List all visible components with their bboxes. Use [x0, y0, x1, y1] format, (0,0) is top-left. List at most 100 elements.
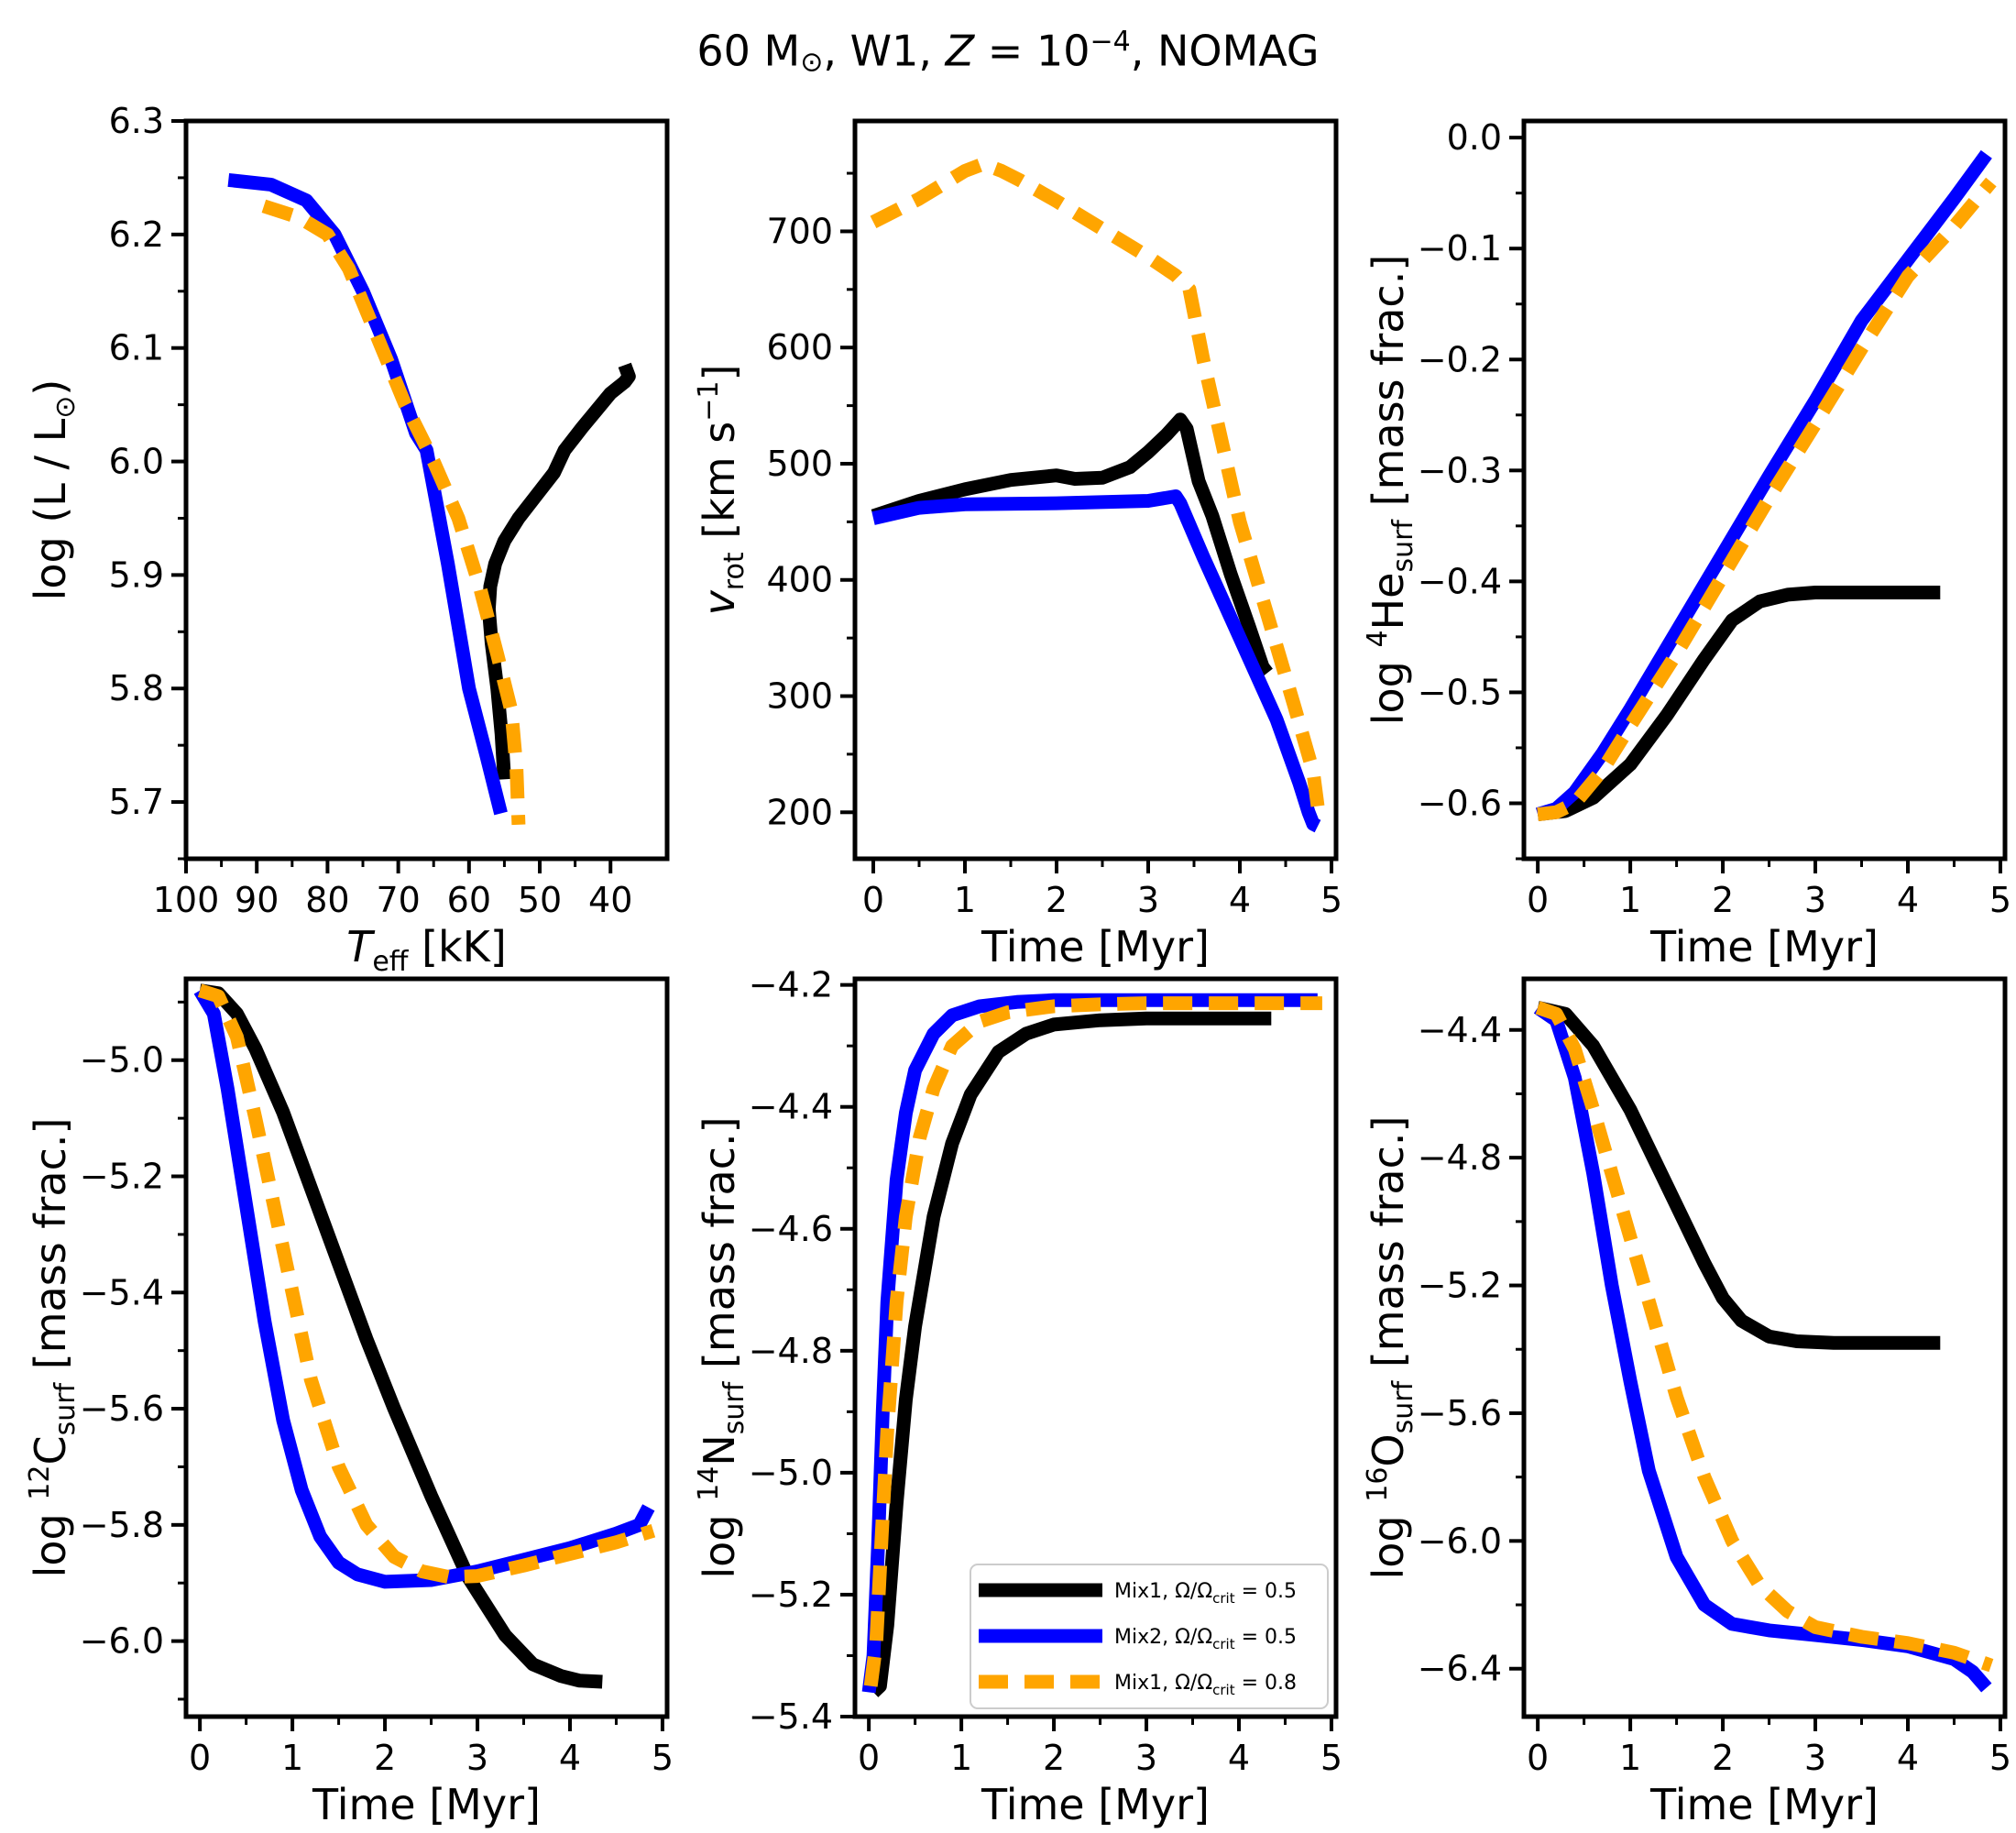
- plot-frame: [1521, 976, 2008, 1719]
- panel-vrot: 0 1 2 3 4 5 200 300 400 500 600 700 Time [Myr] vrot […: [693, 118, 1342, 971]
- y-axis-label: log 16Osurf [mass frac.]: [1362, 1116, 1419, 1580]
- y-tick-label: 700: [766, 211, 833, 251]
- y-tick-label: 6.2: [109, 214, 164, 255]
- y-axis-label: vrot [km s−1]: [693, 365, 751, 616]
- series-mix2_05-hrd: [227, 172, 508, 816]
- y-tick-label: −5.4: [80, 1272, 164, 1312]
- y-tick-label: −6.0: [80, 1621, 164, 1662]
- panel-he4: 0 1 2 3 4 5 −0.6 −0.5 −0.4 −0.3 −0.2 −0.1 0.0 Time [M…: [1362, 117, 2011, 971]
- panel-c12: 0 1 2 3 4 5 −6.0 −5.8 −5.6 −5.4 −5.2 −5.0 Time [Myr]…: [24, 976, 674, 1829]
- y-tick-label: 6.1: [109, 328, 164, 368]
- x-tick-label: 5: [1320, 880, 1342, 920]
- y-tick-label: −5.8: [80, 1505, 164, 1545]
- x-tick-label: 2: [1046, 880, 1068, 920]
- y-tick-label: −5.2: [1418, 1266, 1502, 1306]
- series-mix1_08-vrot: [870, 157, 1329, 818]
- y-tick-label: 400: [766, 560, 833, 600]
- x-tick-label: 50: [518, 880, 562, 920]
- y-tick-label: −4.2: [749, 965, 833, 1005]
- panel-n14: 0 1 2 3 4 5 −5.4 −5.2 −5.0 −4.8 −4.6 −4.4 −4.2 Time […: [693, 965, 1342, 1829]
- x-axis-label: Time [Myr]: [981, 1780, 1210, 1829]
- series-mix1_05-vrot: [871, 412, 1273, 677]
- x-axis-label: Time [Myr]: [312, 1780, 541, 1829]
- x-tick-label: 3: [1804, 880, 1826, 920]
- x-tick-label: 3: [466, 1738, 488, 1778]
- y-tick-label: −4.4: [749, 1087, 833, 1127]
- x-axis-label: Time [Myr]: [1649, 1780, 1879, 1829]
- x-tick-label: 5: [1320, 1738, 1342, 1778]
- x-tick-label: 5: [1989, 1738, 2011, 1778]
- y-tick-label: −4.8: [1418, 1137, 1502, 1178]
- legend-label-mix1_08: Mix1, Ω/Ωcrit = 0.8: [1114, 1672, 1297, 1698]
- series-mix1_08-c12: [197, 983, 656, 1585]
- y-tick-label: −0.1: [1418, 228, 1502, 269]
- plot-frame: [183, 118, 670, 862]
- x-tick-label: 2: [374, 1738, 396, 1778]
- y-tick-label: −0.2: [1418, 339, 1502, 379]
- y-tick-label: 200: [766, 792, 833, 832]
- y-tick-label: −0.4: [1418, 561, 1502, 601]
- x-tick-label: 1: [950, 1738, 972, 1778]
- y-tick-label: −5.6: [1418, 1393, 1502, 1433]
- y-tick-label: 5.7: [109, 782, 164, 822]
- x-tick-label: 1: [1619, 880, 1641, 920]
- x-tick-label: 60: [447, 880, 491, 920]
- series-mix1_08-n14: [863, 996, 1322, 1687]
- plot-frame: [852, 118, 1339, 862]
- x-tick-label: 1: [954, 880, 976, 920]
- x-tick-label: 2: [1712, 1738, 1734, 1778]
- y-tick-label: −4.6: [749, 1209, 833, 1249]
- x-tick-label: 4: [559, 1738, 581, 1778]
- x-tick-label: 2: [1043, 1738, 1065, 1778]
- x-tick-label: 3: [1135, 1738, 1157, 1778]
- series-mix1_05-he4: [1537, 586, 1941, 822]
- x-tick-label: 0: [1527, 1738, 1549, 1778]
- series-mix1_05-o16: [1536, 1001, 1941, 1350]
- y-tick-label: −6.0: [1418, 1520, 1502, 1561]
- legend: Mix1, Ω/Ωcrit = 0.5 Mix2, Ω/Ωcrit = 0.5 Mi…: [970, 1564, 1329, 1709]
- x-tick-label: 4: [1229, 880, 1251, 920]
- x-tick-label: 5: [652, 1738, 674, 1778]
- y-tick-label: 5.9: [109, 554, 164, 595]
- x-tick-label: 0: [862, 880, 884, 920]
- y-tick-label: −0.3: [1418, 450, 1502, 490]
- y-tick-label: −5.0: [749, 1453, 833, 1493]
- x-tick-label: 100: [153, 880, 220, 920]
- y-tick-label: 6.3: [109, 101, 164, 141]
- y-tick-label: −4.4: [1418, 1010, 1502, 1050]
- legend-label-mix2_05: Mix2, Ω/Ωcrit = 0.5: [1114, 1626, 1297, 1652]
- x-tick-label: 0: [189, 1738, 211, 1778]
- y-axis-label: log 12Csurf [mass frac.]: [24, 1118, 82, 1578]
- y-tick-label: −5.4: [749, 1696, 833, 1737]
- y-tick-label: −0.6: [1418, 783, 1502, 823]
- x-tick-label: 2: [1712, 880, 1734, 920]
- series-mix1_05-c12: [198, 983, 603, 1689]
- x-tick-label: 1: [281, 1738, 303, 1778]
- x-tick-label: 40: [588, 880, 632, 920]
- x-tick-label: 4: [1228, 1738, 1250, 1778]
- series-mix1_08-hrd: [261, 199, 526, 826]
- legend-box: [970, 1564, 1329, 1709]
- x-axis-label: Time [Myr]: [1649, 922, 1879, 971]
- y-tick-label: 0.0: [1447, 117, 1502, 158]
- series-mix2_05-he4: [1535, 149, 1992, 821]
- series-mix2_05-vrot: [871, 489, 1321, 833]
- y-tick-label: −5.2: [749, 1575, 833, 1615]
- y-tick-label: 5.8: [109, 668, 164, 708]
- x-tick-label: 0: [858, 1738, 880, 1778]
- y-tick-label: −5.2: [80, 1157, 164, 1197]
- x-tick-label: 3: [1137, 880, 1159, 920]
- series-mix1_05-n14: [869, 1011, 1272, 1697]
- y-tick-label: −5.6: [80, 1388, 164, 1429]
- plot-frame: [1521, 118, 2008, 862]
- series-mix1_05-hrd: [481, 362, 636, 780]
- series-mix2_05-o16: [1533, 1002, 1992, 1693]
- panel-o16: 0 1 2 3 4 5 −6.4 −6.0 −5.6 −5.2 −4.8 −4.4 Time [Myr]…: [1362, 976, 2011, 1829]
- y-axis-label: log 14Nsurf [mass frac.]: [693, 1116, 751, 1578]
- y-tick-label: 600: [766, 327, 833, 368]
- y-tick-label: 500: [766, 444, 833, 484]
- x-tick-label: 1: [1619, 1738, 1641, 1778]
- plot-frame: [852, 976, 1339, 1719]
- y-axis-label: log (L / L⊙): [26, 379, 82, 601]
